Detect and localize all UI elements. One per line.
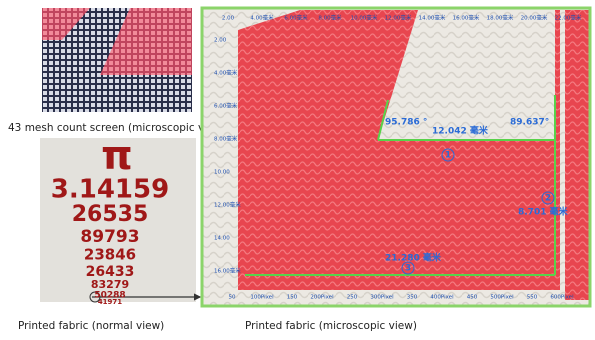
ruler-label: 8.00毫米 xyxy=(318,14,342,22)
ruler-label: 2.00 xyxy=(222,16,235,22)
ruler-label: 14.00 xyxy=(214,236,230,242)
ruler-label: 8.00毫米 xyxy=(214,135,238,143)
pi-symbol: π xyxy=(101,133,133,179)
ruler-label: 20.00毫米 xyxy=(521,14,548,22)
ruler-label: 12.00毫米 xyxy=(214,201,241,209)
marker-label: 3 xyxy=(405,264,411,274)
ruler-label: 18.00毫米 xyxy=(487,14,514,22)
pi-digits: 83279 xyxy=(91,278,129,291)
ruler-label: 100Pixel xyxy=(250,295,274,301)
ruler-label: 200Pixel xyxy=(310,295,334,301)
ruler-label: 4.00毫米 xyxy=(214,69,238,77)
ruler-label: 14.00毫米 xyxy=(419,14,446,22)
ruler-label: 450 xyxy=(467,295,478,301)
pi-digits: 26535 xyxy=(72,202,149,227)
ruler-label: 10.00毫米 xyxy=(351,14,378,22)
ruler-label: 4.00毫米 xyxy=(250,14,274,22)
ruler-label: 10.00 xyxy=(214,170,230,176)
ruler-label: 22.00毫米 xyxy=(555,14,582,22)
mesh-photo xyxy=(42,8,192,112)
ruler-label: 6.00毫米 xyxy=(284,14,308,22)
ruler-label: 6.00毫米 xyxy=(214,102,238,110)
figure: 43 mesh count screen (microscopic view) … xyxy=(0,0,595,340)
ruler-label: 150 xyxy=(287,295,298,301)
ruler-label: 600Pixel xyxy=(550,295,574,301)
ruler-label: 350 xyxy=(407,295,418,301)
pi-digits: 89793 xyxy=(80,227,139,247)
ruler-label: 16.00毫米 xyxy=(214,267,241,275)
pi-digits: 3.14159 xyxy=(51,175,169,205)
measurement: 8.701 毫米 xyxy=(518,206,569,218)
measurement: 21.280 毫米 xyxy=(385,252,442,264)
ruler-label: 16.00毫米 xyxy=(453,14,480,22)
ruler-label: 300Pixel xyxy=(370,295,394,301)
ruler-label: 250 xyxy=(347,295,358,301)
ruler-label: 12.00毫米 xyxy=(385,14,412,22)
normal-caption: Printed fabric (normal view) xyxy=(18,320,164,332)
measurement: 12.042 毫米 xyxy=(432,125,489,137)
marker-label: 2 xyxy=(545,194,551,204)
measurement: 95.786 ° xyxy=(385,118,427,128)
microscopic-caption: Printed fabric (microscopic view) xyxy=(245,320,417,332)
pi-digits: 23846 xyxy=(84,246,136,264)
ruler-label: 550 xyxy=(527,295,538,301)
measurement: 89.637° xyxy=(510,118,549,128)
marker-label: 1 xyxy=(445,151,451,161)
pi-digits: 41971 xyxy=(98,298,122,306)
ruler-label: 50 xyxy=(229,295,236,301)
ruler-label: 2.00 xyxy=(214,38,227,44)
ruler-label: 500Pixel xyxy=(490,295,514,301)
ruler-label: 400Pixel xyxy=(430,295,454,301)
